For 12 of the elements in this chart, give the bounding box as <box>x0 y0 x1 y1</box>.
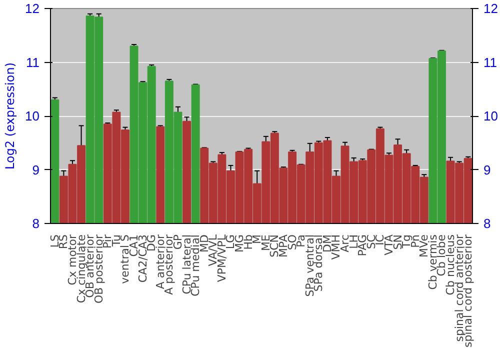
y2-tick-label: 8 <box>484 216 491 231</box>
y2-tick-label: 9 <box>484 162 491 178</box>
y-tick-label: 8 <box>32 216 40 231</box>
x-tick-label: A posterior <box>162 234 176 295</box>
y-tick-label: 12 <box>25 1 40 16</box>
y2-tick-label: 10 <box>484 108 498 124</box>
y2-tick-label: 11 <box>484 54 497 70</box>
y-axis-title: Log2 (expression) <box>3 62 18 170</box>
y-tick-label: 9 <box>32 162 40 178</box>
y2-tick-label: 12 <box>484 1 498 16</box>
y-tick-label: 10 <box>25 108 40 124</box>
y-tick-label: 11 <box>26 54 40 70</box>
